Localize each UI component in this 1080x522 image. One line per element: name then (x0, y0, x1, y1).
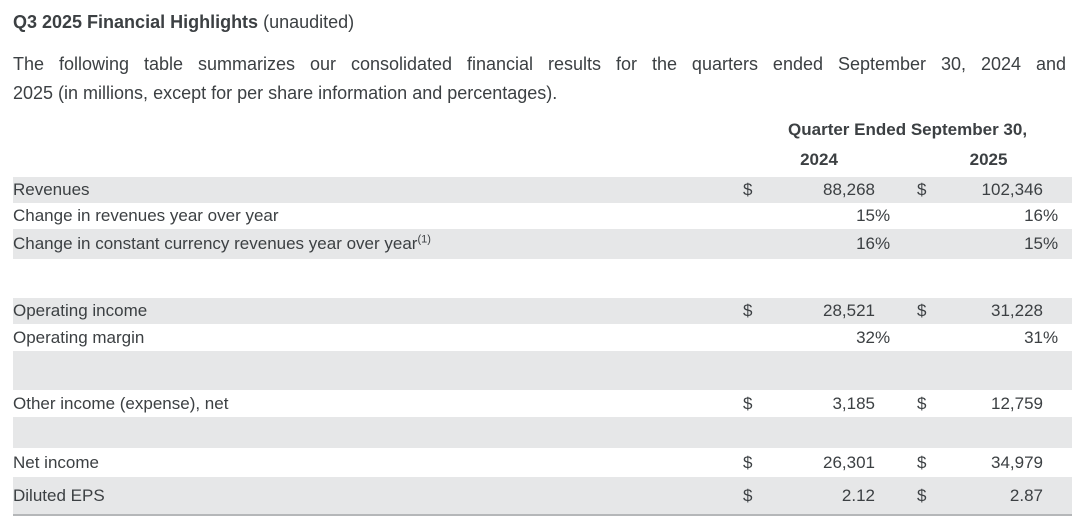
cell-pct (875, 390, 917, 417)
cell-value: 31 (1024, 327, 1043, 347)
row-label: Change in constant currency revenues yea… (13, 229, 743, 259)
cell-dollar (917, 203, 937, 229)
table-row: Change in constant currency revenues yea… (13, 229, 1073, 259)
cell-pct (1043, 477, 1073, 516)
footnote-ref: (1) (417, 233, 431, 246)
cell-value: 15 (856, 206, 875, 225)
table-row: Change in revenues year over year 15% 16% (13, 203, 1072, 229)
cell-value: 3,185 (832, 393, 875, 413)
cell-pct (875, 477, 917, 516)
cell-value: 2.12 (763, 477, 875, 516)
cell-dollar: $ (743, 477, 763, 516)
cell-value: 2.87 (937, 477, 1043, 516)
intro-paragraph: The following table summarizes our conso… (13, 50, 1066, 107)
cell-pct (1043, 448, 1072, 477)
row-label: Operating margin (13, 327, 145, 347)
spacer-cell (13, 351, 1073, 390)
cell-dollar: $ (917, 298, 937, 324)
cell-value: 16 (763, 229, 875, 259)
intro-line-2: 2025 (in millions, except for per share … (13, 82, 558, 103)
cell-pct: % (875, 327, 891, 347)
cell-value: 16 (1024, 206, 1043, 225)
cell-dollar (743, 324, 763, 351)
cell-dollar: $ (743, 177, 763, 203)
row-label: Revenues (13, 177, 743, 203)
cell-pct: % (1043, 206, 1059, 225)
financial-highlights-table: Quarter Ended September 30, 2024 2025 Re… (13, 117, 1073, 516)
row-label: Change in revenues year over year (13, 206, 279, 225)
cell-dollar: $ (917, 177, 937, 203)
cell-dollar: $ (743, 393, 753, 413)
row-label: Diluted EPS (13, 477, 743, 516)
group-header-row: Quarter Ended September 30, (13, 117, 1072, 143)
spacer-row (13, 259, 1072, 298)
cell-value: 12,759 (991, 393, 1043, 413)
table-row: Other income (expense), net $3,185 $12,759 (13, 390, 1072, 417)
year-header-row: 2024 2025 (13, 143, 1072, 177)
intro-line-1: The following table summarizes our conso… (13, 54, 1066, 74)
cell-pct (875, 298, 917, 324)
cell-dollar (743, 203, 763, 229)
cell-value: 88,268 (763, 177, 875, 203)
cell-dollar (917, 229, 937, 259)
cell-value: 32 (856, 327, 875, 347)
cell-pct: % (875, 206, 891, 225)
cell-pct (1043, 177, 1073, 203)
cell-pct (875, 177, 917, 203)
group-header: Quarter Ended September 30, (788, 120, 1028, 139)
cell-pct (1043, 390, 1072, 417)
spacer-row (13, 351, 1073, 390)
cell-dollar: $ (917, 452, 927, 472)
table-row: Net income $26,301 $34,979 (13, 448, 1072, 477)
row-label: Other income (expense), net (13, 393, 229, 413)
cell-value: 15 (937, 229, 1043, 259)
cell-value: 26,301 (823, 452, 875, 472)
cell-dollar: $ (917, 393, 927, 413)
col-header-2025: 2025 (969, 150, 1008, 169)
empty-cell (13, 143, 743, 177)
table-row: Revenues $88,268 $102,346 (13, 177, 1073, 203)
spacer-cell (13, 259, 1072, 298)
cell-value: 34,979 (991, 452, 1043, 472)
cell-dollar (743, 229, 763, 259)
spacer-row (13, 417, 1073, 448)
cell-pct: % (1043, 229, 1073, 259)
row-label: Net income (13, 452, 99, 472)
table-row: Operating margin 32% 31% (13, 324, 1072, 351)
cell-value: 102,346 (937, 177, 1043, 203)
cell-dollar: $ (743, 452, 753, 472)
cell-pct (1043, 298, 1073, 324)
table-row: Operating income $28,521 $31,228 (13, 298, 1073, 324)
cell-dollar: $ (917, 477, 937, 516)
cell-value: 28,521 (763, 298, 875, 324)
page-title: Q3 2025 Financial Highlights (unaudited) (13, 10, 1066, 34)
cell-dollar (917, 324, 937, 351)
table-row: Diluted EPS $2.12 $2.87 (13, 477, 1073, 516)
page-title-unaudited: (unaudited) (258, 12, 355, 32)
col-header-2024: 2024 (800, 150, 838, 169)
page-title-main: Q3 2025 Financial Highlights (13, 12, 259, 32)
cell-dollar: $ (743, 298, 763, 324)
cell-pct (875, 448, 917, 477)
empty-cell (13, 117, 743, 143)
spacer-cell (13, 417, 1073, 448)
cell-pct: % (875, 229, 917, 259)
cell-value: 31,228 (937, 298, 1043, 324)
row-label: Operating income (13, 298, 743, 324)
cell-pct: % (1043, 327, 1059, 347)
